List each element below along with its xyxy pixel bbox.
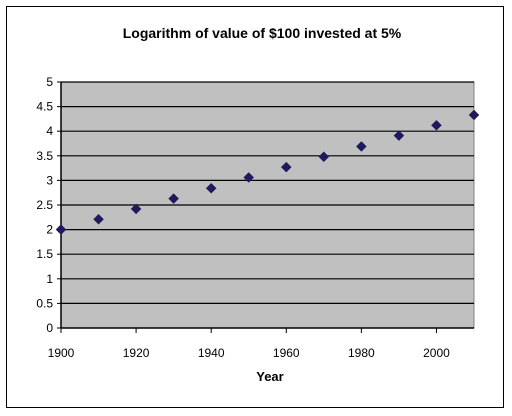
x-tick-label: 1920 — [123, 346, 150, 360]
x-tick-label: 1960 — [273, 346, 300, 360]
data-point — [130, 203, 142, 215]
y-tick-label: 0.5 — [36, 296, 53, 310]
y-tick-labels: 0 0.5 1 1.5 2 2.5 3 3.5 4 4.5 5 — [36, 75, 53, 335]
x-tick-label: 1940 — [198, 346, 225, 360]
data-point — [318, 151, 330, 163]
y-tick-label: 2.5 — [36, 198, 53, 212]
grid-lines — [57, 81, 474, 329]
y-tick-label: 4 — [46, 124, 53, 138]
y-tick-label: 2 — [46, 223, 53, 237]
x-tick-label: 2000 — [423, 346, 450, 360]
data-point — [468, 109, 480, 121]
data-points — [55, 109, 480, 235]
data-point — [280, 161, 292, 173]
data-point — [243, 172, 255, 183]
chart-title: Logarithm of value of $100 invested at 5… — [123, 25, 402, 41]
y-tick-label: 3.5 — [36, 149, 53, 163]
data-point — [168, 193, 179, 204]
x-axis-label: Year — [256, 369, 283, 384]
x-tick-labels: 1900 1920 1940 1960 1980 2000 — [48, 346, 450, 360]
data-point — [55, 224, 67, 235]
y-tick-label: 3 — [46, 173, 53, 187]
axes — [60, 82, 474, 333]
data-point — [93, 213, 104, 225]
data-point — [393, 130, 405, 141]
data-point — [205, 182, 217, 194]
y-tick-label: 4.5 — [36, 100, 53, 114]
y-tick-label: 0 — [46, 321, 53, 335]
y-tick-label: 5 — [46, 75, 53, 89]
y-tick-label: 1 — [46, 272, 53, 286]
data-point — [356, 141, 367, 152]
data-point — [431, 119, 442, 131]
y-tick-label: 1.5 — [36, 247, 53, 261]
x-tick-label: 1900 — [48, 346, 75, 360]
x-tick-label: 1980 — [348, 346, 375, 360]
